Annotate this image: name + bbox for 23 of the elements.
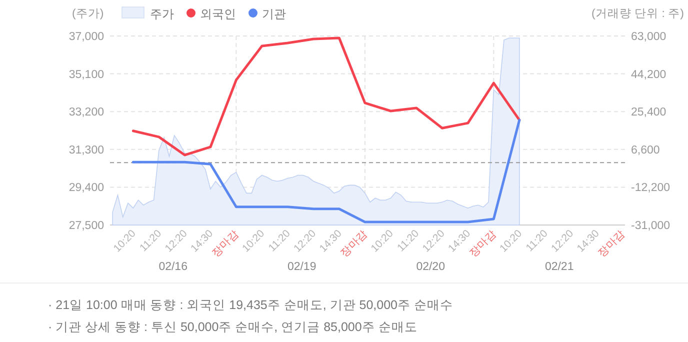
y2-tick-label: 25,400 — [631, 106, 666, 119]
y-tick-label: 35,100 — [68, 68, 104, 81]
text: · 기관 상세 동향 : 투신 50,000주 순매수, 연기금 85,000주 순매도 — [48, 320, 418, 334]
y-tick-label: 27,500 — [68, 220, 104, 232]
y2-tick-label: 63,000 — [631, 31, 666, 43]
y2-tick-label: -12,200 — [631, 182, 670, 194]
y-tick-label: 33,200 — [68, 106, 104, 119]
y2-tick-label: 44,200 — [631, 68, 666, 81]
legend-label: 기관 — [262, 7, 286, 21]
text: 02/16 — [158, 261, 188, 273]
y2-tick-label: -31,000 — [631, 220, 670, 232]
y-tick-label: 31,300 — [68, 144, 104, 156]
y-axis-title: (주가) — [72, 8, 104, 20]
y-tick-label: 29,400 — [68, 182, 104, 194]
text: 02/21 — [544, 261, 574, 273]
text: 02/19 — [287, 261, 316, 273]
text: · 21일 10:00 매매 동향 : 외국인 19,435주 순매도, 기관 50,000주 순매수 — [48, 298, 453, 312]
text: 02/20 — [416, 261, 445, 273]
legend-label: 주가 — [150, 7, 174, 21]
y-tick-label: 37,000 — [68, 31, 104, 43]
y2-axis-title: (거래량 단위 : 주) — [592, 8, 684, 20]
legend-label: 외국인 — [200, 7, 236, 21]
y2-tick-label: 6,600 — [631, 144, 660, 156]
